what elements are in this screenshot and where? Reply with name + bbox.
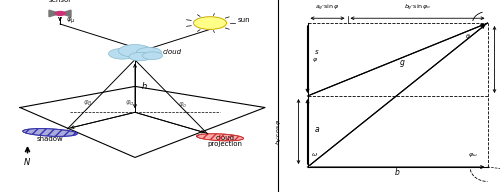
Text: shadow: shadow [36, 136, 64, 142]
Text: cloud
projection: cloud projection [208, 135, 242, 147]
Text: cloud: cloud [162, 49, 182, 55]
Text: $\theta$: $\theta$ [464, 32, 470, 40]
Circle shape [136, 47, 162, 57]
Circle shape [142, 52, 163, 60]
Text: $\omega$: $\omega$ [311, 151, 318, 158]
Text: $\varphi_\mu$: $\varphi_\mu$ [66, 15, 76, 26]
Text: $\varphi$: $\varphi$ [312, 56, 318, 65]
Text: $\varphi_B$: $\varphi_B$ [82, 99, 92, 108]
Polygon shape [49, 10, 60, 17]
Text: $\varphi_\alpha$: $\varphi_\alpha$ [125, 99, 135, 108]
Text: $s$: $s$ [314, 48, 319, 56]
Circle shape [118, 45, 152, 57]
Text: sensor: sensor [48, 0, 72, 3]
Circle shape [55, 12, 65, 15]
Circle shape [108, 48, 136, 59]
Circle shape [129, 52, 151, 61]
Text: $\varphi_o$: $\varphi_o$ [178, 101, 187, 110]
Text: $a_g{\cdot}\sin\varphi$: $a_g{\cdot}\sin\varphi$ [315, 3, 340, 13]
Text: $b_g{\cdot}\sin\varphi_o$: $b_g{\cdot}\sin\varphi_o$ [404, 3, 431, 13]
Text: $b$: $b$ [394, 166, 400, 177]
Circle shape [194, 17, 226, 29]
Ellipse shape [196, 134, 244, 141]
Text: $a$: $a$ [314, 125, 320, 133]
Text: $b_g{\cdot}\cos\varphi$: $b_g{\cdot}\cos\varphi$ [275, 118, 285, 145]
Polygon shape [60, 10, 71, 17]
Text: $N$: $N$ [24, 156, 32, 167]
Text: $h$: $h$ [141, 80, 148, 91]
Text: $\varphi_\omega$: $\varphi_\omega$ [468, 151, 477, 159]
Ellipse shape [22, 129, 78, 136]
Text: $g$: $g$ [399, 58, 406, 69]
Text: sun: sun [238, 17, 250, 23]
